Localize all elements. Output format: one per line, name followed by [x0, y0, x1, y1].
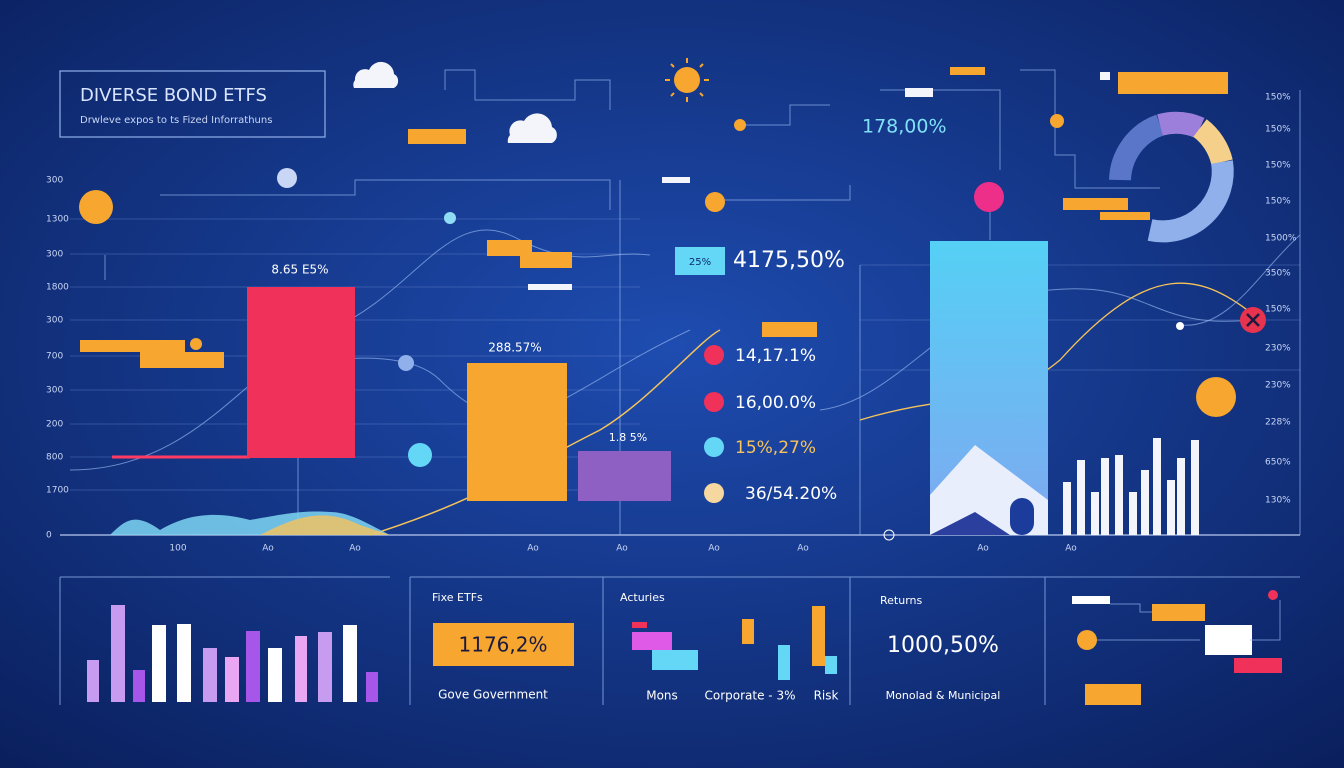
right-axis-label: 150% — [1265, 305, 1291, 315]
left-axis-label: 300 — [46, 386, 63, 396]
x-axis-label: Ao — [527, 544, 539, 554]
x-axis-label: Ao — [262, 544, 274, 554]
left-axis-label: 300 — [46, 176, 63, 186]
left-axis-label: 300 — [46, 250, 63, 260]
callout: 25% — [689, 257, 711, 268]
panel-value: 1176,2% — [459, 633, 548, 657]
x-axis-label: Ao — [616, 544, 628, 554]
right-axis-label: 1500% — [1265, 234, 1297, 244]
right-axis-label: 230% — [1265, 344, 1291, 354]
right-axis-label: 150% — [1265, 125, 1291, 135]
right-axis-label: 150% — [1265, 161, 1291, 171]
panel-caption: Mons — [646, 689, 678, 703]
left-axis-label: 800 — [46, 453, 63, 463]
right-axis-label: 150% — [1265, 93, 1291, 103]
panel-caption: Gove Government — [438, 688, 548, 702]
bar-label: 8.65 E5% — [271, 263, 328, 277]
left-axis-label: 1800 — [46, 283, 69, 293]
left-axis-label: 300 — [46, 316, 63, 326]
right-axis-label: 228% — [1265, 418, 1291, 428]
right-axis-label: 230% — [1265, 381, 1291, 391]
left-axis-label: 700 — [46, 352, 63, 362]
callout: 4175,50% — [733, 248, 845, 273]
panel-caption: Monolad & Municipal — [886, 689, 1001, 702]
right-axis-label: 350% — [1265, 269, 1291, 279]
decor — [59, 58, 1301, 705]
x-axis-label: 100 — [169, 544, 186, 554]
x-axis-label: Ao — [977, 544, 989, 554]
x-axis-label: Ao — [797, 544, 809, 554]
left-axis-label: 1700 — [46, 486, 69, 496]
legend-entry: 15%,27% — [735, 438, 816, 458]
left-axis-label: 1300 — [46, 215, 69, 225]
panel-title: Returns — [880, 594, 923, 607]
panel-title: Acturies — [620, 591, 665, 604]
legend-entry: 14,17.1% — [735, 346, 816, 366]
bar-label: 1.8 5% — [609, 431, 647, 444]
panel-caption: Risk — [814, 689, 839, 703]
panel-caption: Corporate - 3% — [705, 689, 796, 703]
right-axis-label: 130% — [1265, 496, 1291, 506]
bar-label: 288.57% — [488, 341, 541, 355]
panel-value: 1000,50% — [887, 633, 999, 658]
legend-entry: 36/54.20% — [745, 484, 837, 504]
right-axis-label: 150% — [1265, 197, 1291, 207]
x-axis-label: Ao — [349, 544, 361, 554]
panel-title: Fixe ETFs — [432, 591, 483, 604]
subtitle: Drwleve expos to ts Fized Inforrathuns — [80, 115, 272, 126]
x-axis-label: Ao — [1065, 544, 1077, 554]
left-axis-label: 0 — [46, 531, 52, 541]
callout: 178,00% — [862, 116, 947, 138]
left-axis-label: 200 — [46, 420, 63, 430]
legend-entry: 16,00.0% — [735, 393, 816, 413]
right-axis-label: 650% — [1265, 458, 1291, 468]
x-axis-label: Ao — [708, 544, 720, 554]
title: DIVERSE BOND ETFS — [80, 85, 267, 106]
